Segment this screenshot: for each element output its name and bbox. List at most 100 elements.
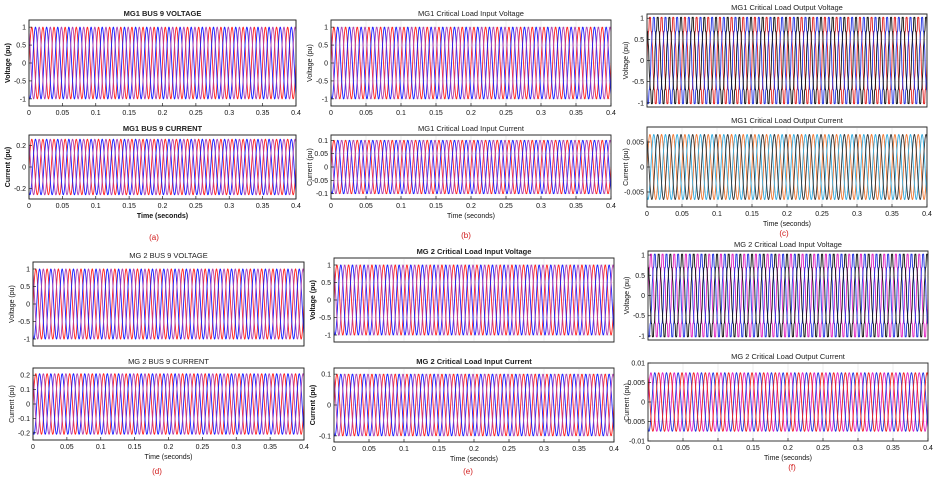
chart-panel-6: -0.005 0 0.005 0 0.05 0.1 0.15 0.2 0.25 0.3 0.35 0.… — [623, 116, 932, 228]
y-tick-label: 0 — [324, 61, 328, 68]
caption-a: (a) — [149, 233, 159, 242]
x-tick-label: 0.35 — [569, 203, 583, 210]
y-tick-label: 0.1 — [321, 372, 331, 379]
y-tick-label: -0.1 — [18, 416, 30, 423]
x-tick-label: 0.3 — [539, 446, 549, 453]
x-tick-label: 0.15 — [122, 203, 136, 210]
x-tick-label: 0.35 — [572, 446, 586, 453]
series-line-phase-3 — [648, 372, 928, 432]
y-tick-label: 0 — [22, 165, 26, 172]
y-tick-label: -1 — [639, 333, 645, 340]
x-tick-label: 0.2 — [466, 203, 476, 210]
x-tick-label: 0.25 — [815, 211, 829, 218]
x-tick-label: 0.25 — [189, 203, 203, 210]
y-tick-label: 0 — [327, 403, 331, 410]
y-tick-label: 0 — [641, 293, 645, 300]
chart-title: MG 2 BUS 9 VOLTAGE — [129, 251, 208, 260]
series-line-phase-2 — [33, 268, 304, 340]
x-tick-label: 0.2 — [158, 203, 168, 210]
series-line-phase-2 — [647, 16, 927, 105]
x-axis-label: Time (seconds) — [145, 454, 193, 461]
caption-f: (f) — [788, 463, 796, 472]
chart-panel-11: -1 -0.5 0 0.5 1 MG 2 Critical Load Input Volt… — [624, 240, 929, 340]
x-tick-label: 0 — [27, 110, 31, 117]
chart-title: MG 2 BUS 9 CURRENT — [128, 357, 209, 366]
chart-title: MG1 Critical Load Input Voltage — [418, 9, 524, 18]
series-line-phase-3 — [29, 138, 296, 196]
series-line-phase-2 — [334, 373, 614, 437]
x-tick-label: 0.2 — [158, 110, 168, 117]
series-line-phase-2 — [29, 26, 296, 100]
y-tick-label: -0.1 — [316, 191, 328, 198]
y-tick-label: 0 — [641, 400, 645, 407]
x-tick-label: 0.05 — [60, 444, 74, 451]
y-tick-label: 1 — [324, 25, 328, 32]
x-tick-label: 0 — [27, 203, 31, 210]
y-tick-label: 1 — [26, 267, 30, 274]
chart-panel-2: -0.2 0 0.2 0 0.05 0.1 0.15 0.2 0.25 0.3 0.35 0.4 MG1… — [5, 124, 301, 220]
series-line-phase-1 — [29, 26, 296, 100]
y-tick-label: -0.5 — [633, 313, 645, 320]
series-line-phase-2 — [331, 139, 611, 195]
series-line-phase-3 — [334, 264, 614, 336]
y-tick-label: -0.2 — [14, 186, 26, 193]
x-axis-label: Time (seconds) — [764, 455, 812, 462]
series-line-phase-1 — [647, 133, 927, 201]
x-tick-label: 0.2 — [469, 446, 479, 453]
y-axis-label: Voltage (pu) — [623, 42, 630, 80]
x-tick-label: 0.1 — [712, 211, 722, 218]
y-axis-label: Current (pu) — [307, 148, 314, 186]
chart-panel-7: -1 -0.5 0 0.5 1 MG 2 BUS 9 VOLTAGE Voltage (pu… — [9, 251, 305, 347]
y-tick-label: 1 — [640, 16, 644, 23]
chart-title: MG 2 Critical Load Input Voltage — [417, 247, 532, 256]
y-tick-label: -0.5 — [316, 78, 328, 85]
x-tick-label: 0.35 — [569, 110, 583, 117]
y-tick-label: -0.05 — [312, 178, 328, 185]
y-tick-label: 0 — [327, 298, 331, 305]
chart-panel-3: -1 -0.5 0 0.5 1 0 0.05 0.1 0.15 0.2 0.25 0.3 0.35 0.4… — [307, 9, 616, 117]
x-tick-label: 0.25 — [499, 203, 513, 210]
series-line-phase-3 — [331, 26, 611, 100]
chart-title: MG1 Critical Load Output Current — [731, 116, 844, 125]
chart-panel-4: -0.1 -0.05 0 0.05 0.1 0 0.05 0.1 0.15 0.2 0.25 0.3 0… — [307, 124, 616, 220]
y-tick-label: 0.5 — [20, 284, 30, 291]
y-tick-label: -1 — [20, 96, 26, 103]
y-axis-label: Current (pu) — [9, 385, 16, 423]
x-axis-label: Time (seconds) — [450, 456, 498, 463]
series-line-phase-2 — [647, 133, 927, 201]
x-tick-label: 0.3 — [536, 203, 546, 210]
y-tick-label: 0.1 — [20, 387, 30, 394]
y-tick-label: -0.1 — [319, 433, 331, 440]
y-axis-label: Voltage (pu) — [307, 44, 314, 82]
y-tick-label: 0.1 — [318, 138, 328, 145]
x-tick-label: 0.35 — [885, 211, 899, 218]
y-axis-label: Voltage (pu) — [9, 285, 16, 323]
chart-panel-9: -1 -0.5 0 0.5 1 MG 2 Critical Load Input Volt… — [310, 247, 615, 343]
chart-title: MG1 Critical Load Input Current — [418, 124, 525, 133]
x-tick-label: 0.05 — [56, 203, 70, 210]
y-tick-label: 0 — [640, 165, 644, 172]
x-tick-label: 0.4 — [606, 110, 616, 117]
x-tick-label: 0.4 — [609, 446, 619, 453]
series-line-phase-1 — [33, 373, 304, 435]
x-tick-label: 0.25 — [816, 445, 830, 452]
y-tick-label: 0.5 — [634, 37, 644, 44]
x-tick-label: 0.3 — [224, 203, 234, 210]
x-tick-label: 0.05 — [359, 203, 373, 210]
y-tick-label: -1 — [638, 100, 644, 107]
chart-title: MG 2 Critical Load Input Voltage — [734, 240, 842, 249]
series-line-phase-3 — [648, 253, 928, 338]
series-line-phase-3 — [29, 26, 296, 100]
y-tick-label: 1 — [327, 263, 331, 270]
y-tick-label: -0.01 — [629, 439, 645, 446]
y-tick-label: 0.5 — [321, 280, 331, 287]
x-tick-label: 0.25 — [189, 110, 203, 117]
x-tick-label: 0.35 — [256, 110, 270, 117]
series-line-phase-3 — [33, 373, 304, 435]
series-line-phase-1 — [648, 372, 928, 432]
x-tick-label: 0.4 — [291, 110, 301, 117]
chart-title: MG1 BUS 9 VOLTAGE — [124, 9, 202, 18]
x-tick-label: 0.3 — [231, 444, 241, 451]
x-tick-label: 0.35 — [886, 445, 900, 452]
x-tick-label: 0 — [329, 110, 333, 117]
